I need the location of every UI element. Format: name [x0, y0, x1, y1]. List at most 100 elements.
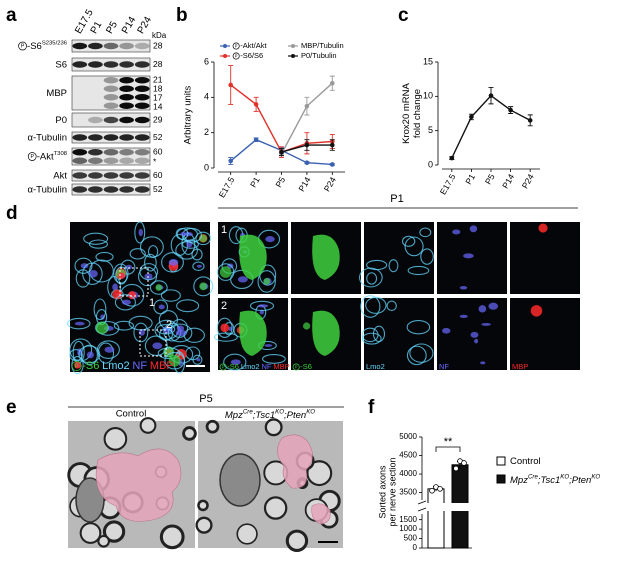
nucleus	[265, 236, 275, 243]
y-tick-label: 4000	[399, 469, 417, 478]
nucleus	[152, 342, 163, 350]
data-point	[253, 102, 259, 107]
blot-band	[72, 149, 88, 156]
tile-number: 1	[221, 224, 227, 236]
ps6-cell	[312, 234, 340, 280]
y-tick-label: 3500	[399, 488, 417, 497]
kda-label: 14	[153, 101, 163, 111]
cell-outline	[176, 227, 198, 241]
kda-label: 60	[153, 146, 163, 156]
ps6-cell	[239, 310, 267, 356]
x-tick-label: P5	[273, 175, 287, 189]
panel-letter: a	[6, 5, 17, 26]
blot-band	[134, 61, 150, 68]
y-tick-label: 0	[204, 162, 209, 172]
nucleus	[237, 276, 248, 283]
cell-outline	[129, 248, 146, 260]
cell-outline	[69, 338, 93, 362]
y-axis-title: Sorted axons	[377, 465, 387, 519]
blot-band	[119, 172, 134, 179]
blot-band	[119, 61, 134, 68]
blot-band	[134, 77, 150, 84]
cell-outline	[262, 353, 286, 364]
lane-label: P1	[89, 19, 105, 35]
nucleus	[474, 338, 479, 344]
cell-outline	[176, 299, 200, 313]
unsorted-axon-bundle	[311, 503, 331, 525]
cell-outline	[195, 231, 212, 246]
phospho-badge	[18, 41, 27, 51]
nucleus	[86, 351, 94, 359]
data-point	[488, 93, 494, 98]
data-point	[449, 155, 455, 161]
cell-outline	[358, 267, 383, 288]
cell-outline	[160, 289, 181, 302]
kda-label: 52	[153, 184, 163, 194]
kda-label: 28	[153, 59, 163, 69]
label-superscript: T308	[54, 151, 68, 157]
blot-band	[72, 42, 88, 50]
label: P0	[55, 115, 67, 126]
blot-band	[134, 134, 150, 141]
phospho-label: P	[235, 43, 238, 48]
ps6-cell	[312, 310, 340, 356]
nucleus	[257, 304, 269, 308]
cell-outline	[175, 227, 189, 240]
data-point	[330, 80, 335, 86]
cell-outline	[386, 300, 397, 312]
axon	[264, 418, 283, 437]
y-tick-label: 1500	[399, 515, 417, 524]
label: S6	[55, 59, 67, 70]
micrograph	[510, 298, 580, 370]
micrograph	[510, 222, 580, 294]
cell-outline	[144, 253, 157, 272]
legend-marker	[223, 54, 227, 58]
phospho-label: P	[235, 53, 238, 58]
inset-box	[119, 267, 149, 297]
blot-band	[103, 186, 119, 193]
nucleus	[228, 326, 233, 331]
cell-outline	[164, 351, 185, 370]
blot-band	[134, 149, 150, 156]
unit-label: kDa	[152, 31, 167, 40]
label-text: P0/Tubulin	[301, 51, 337, 60]
x-tick-label: P1	[463, 172, 477, 186]
data-point	[330, 142, 335, 148]
unsorted-axon-bundle	[95, 448, 182, 522]
label-text: -S6	[300, 362, 312, 371]
data-point	[527, 118, 533, 123]
blot-band	[88, 186, 103, 193]
cell-outline	[257, 270, 276, 293]
axis-break-mark	[417, 500, 427, 512]
nucleus	[75, 477, 105, 523]
blot-band	[134, 42, 150, 50]
cell-outline	[115, 266, 128, 285]
blot-band	[103, 102, 119, 109]
blot-band	[103, 116, 119, 124]
panel-letter: e	[6, 397, 17, 418]
ps6-cell	[168, 354, 181, 367]
axon	[263, 496, 288, 520]
cell-outline	[144, 335, 168, 357]
x-tick-label: P1	[248, 175, 262, 189]
cell-outline	[216, 263, 235, 281]
label-text: α-Tubulin	[28, 184, 67, 195]
axon	[285, 529, 309, 552]
blot-band	[103, 61, 119, 68]
blot-band	[103, 172, 119, 179]
label: α-Tubulin	[28, 132, 67, 143]
ps6-cell	[302, 322, 311, 330]
blot-band	[134, 172, 150, 179]
blot-band	[119, 157, 134, 164]
data-point	[429, 487, 435, 494]
channel-name: NF	[261, 362, 271, 371]
cell-outline	[420, 248, 434, 265]
cell-outline	[82, 262, 103, 285]
blot-band	[72, 172, 88, 179]
cell-outline	[407, 265, 430, 276]
phospho-badge	[27, 152, 37, 161]
kda-label: 29	[153, 114, 163, 124]
y-tick-label: 0	[428, 159, 433, 169]
label: -AktT308	[37, 151, 68, 162]
